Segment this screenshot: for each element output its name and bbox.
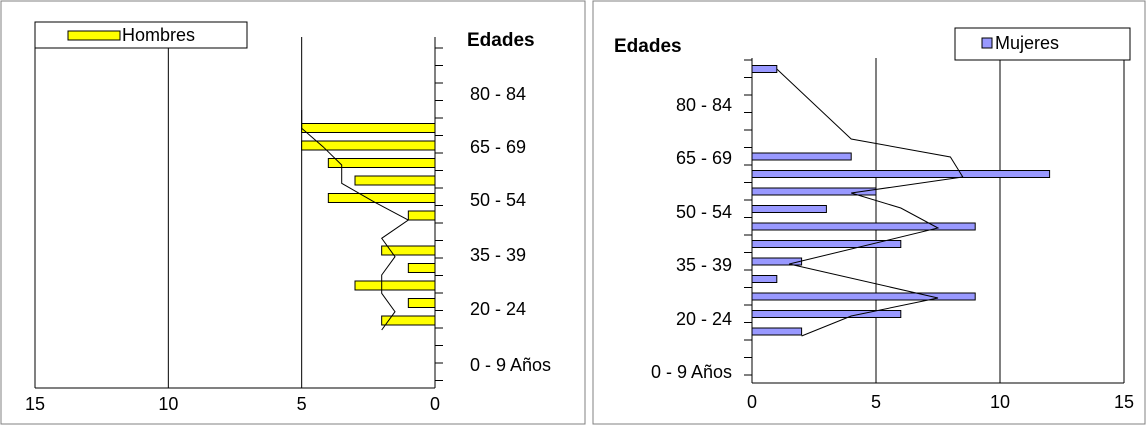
- male-bars: [301, 123, 436, 326]
- legend-label-hombres: Hombres: [122, 25, 195, 45]
- female-chart-title: Edades: [614, 36, 682, 57]
- female-age-chart: 80 - 84 65 - 69 50 - 54 35 - 39 20 - 24 0 - 9…: [592, 0, 1146, 425]
- age-label: 50 - 54: [676, 202, 732, 222]
- male-bar: [354, 280, 436, 291]
- female-legend: Mujeres: [954, 27, 1131, 61]
- male-bar: [407, 210, 436, 221]
- female-bar: [751, 222, 976, 231]
- male-line: [301, 110, 410, 331]
- male-axes: 80 - 84 65 - 69 50 - 54 35 - 39 20 - 24 0 - 9…: [25, 37, 551, 414]
- age-label: 20 - 24: [470, 299, 526, 319]
- male-bar: [354, 175, 436, 186]
- female-bar: [751, 310, 902, 318]
- female-bar: [751, 205, 827, 213]
- x-tick-label: 0: [430, 394, 440, 414]
- legend-swatch: [67, 30, 121, 41]
- age-label: 0 - 9 Años: [651, 362, 732, 382]
- male-bar: [327, 158, 436, 168]
- age-label: 20 - 24: [676, 309, 732, 329]
- x-tick-label: 5: [297, 394, 307, 414]
- female-bar: [751, 152, 852, 161]
- female-gridlines: [875, 58, 1125, 383]
- female-bar: [751, 170, 1051, 178]
- age-label: 50 - 54: [470, 190, 526, 210]
- female-bar: [751, 65, 778, 73]
- male-bar: [407, 263, 436, 273]
- age-label: 80 - 84: [676, 95, 732, 115]
- female-bar: [751, 257, 803, 266]
- x-tick-label: 10: [990, 392, 1010, 412]
- male-chart-frame: [0, 0, 586, 425]
- male-bar: [301, 123, 436, 133]
- female-bar: [751, 292, 976, 301]
- female-bars: [751, 65, 1051, 336]
- x-tick-label: 5: [871, 392, 881, 412]
- female-axes: 80 - 84 65 - 69 50 - 54 35 - 39 20 - 24 0 - 9…: [651, 58, 1134, 412]
- female-bar: [751, 187, 877, 196]
- legend-label-mujeres: Mujeres: [995, 33, 1059, 53]
- male-gridlines: [34, 37, 303, 388]
- x-tick-label: 0: [747, 392, 757, 412]
- female-chart-frame: [592, 0, 1146, 425]
- male-age-chart: 80 - 84 65 - 69 50 - 54 35 - 39 20 - 24 0 - 9…: [0, 0, 586, 425]
- x-tick-label: 10: [158, 394, 178, 414]
- female-line: [776, 68, 964, 337]
- female-bar: [751, 275, 778, 283]
- age-label: 35 - 39: [470, 245, 526, 265]
- legend-swatch: [981, 37, 993, 49]
- x-tick-label: 15: [25, 394, 45, 414]
- x-tick-label: 15: [1114, 392, 1134, 412]
- age-label: 65 - 69: [676, 148, 732, 168]
- age-label: 65 - 69: [470, 137, 526, 157]
- male-bar: [381, 245, 436, 256]
- male-bar: [407, 298, 436, 308]
- age-label: 0 - 9 Años: [470, 355, 551, 375]
- female-trend-line: [776, 68, 964, 337]
- age-label: 35 - 39: [676, 255, 732, 275]
- male-trend-line: [301, 110, 410, 331]
- male-chart-title: Edades: [467, 30, 535, 51]
- male-bar: [327, 193, 436, 203]
- female-bar: [751, 327, 803, 336]
- male-legend: Hombres: [34, 21, 248, 49]
- age-label: 80 - 84: [470, 84, 526, 104]
- male-bar: [381, 315, 436, 326]
- female-bar: [751, 240, 902, 248]
